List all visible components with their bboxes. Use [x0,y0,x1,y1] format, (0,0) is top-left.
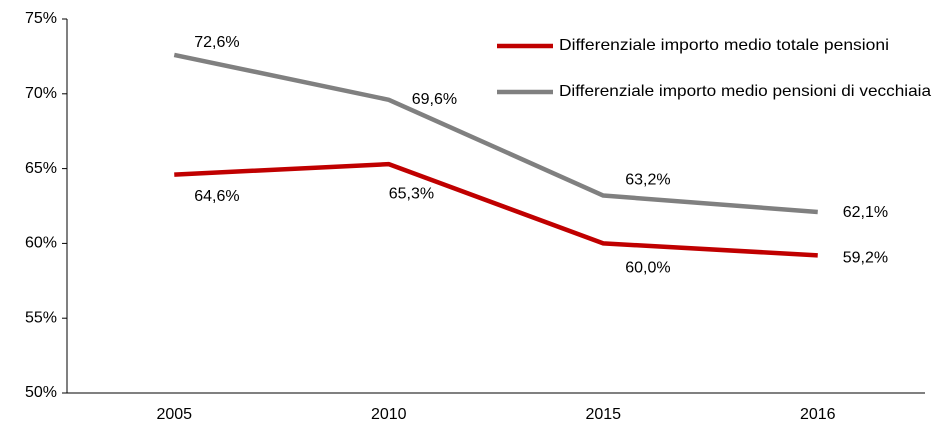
series-line [174,161,818,258]
data-label: 60,0% [625,260,670,277]
data-label: 72,6% [194,34,239,51]
y-tick-label: 70% [25,85,57,102]
x-tick-label: 2005 [156,406,192,423]
legend-label: Differenziale importo medio pensioni di … [559,83,931,100]
data-label: 59,2% [843,250,888,267]
y-tick-label: 55% [25,309,57,326]
x-tick-label: 2010 [371,406,407,423]
x-tick-label: 2015 [585,406,621,423]
data-label: 65,3% [389,185,434,202]
y-tick-label: 75% [25,10,57,27]
data-label: 69,6% [412,91,457,108]
data-label: 63,2% [625,172,670,189]
y-tick-label: 50% [25,384,57,401]
legend-label: Differenziale importo medio totale pensi… [559,37,889,54]
x-tick-label: 2016 [800,406,836,423]
y-tick-label: 65% [25,160,57,177]
data-label: 62,1% [843,204,888,221]
y-tick-label: 60% [25,235,57,252]
data-label: 64,6% [194,188,239,205]
series-line [173,52,818,215]
